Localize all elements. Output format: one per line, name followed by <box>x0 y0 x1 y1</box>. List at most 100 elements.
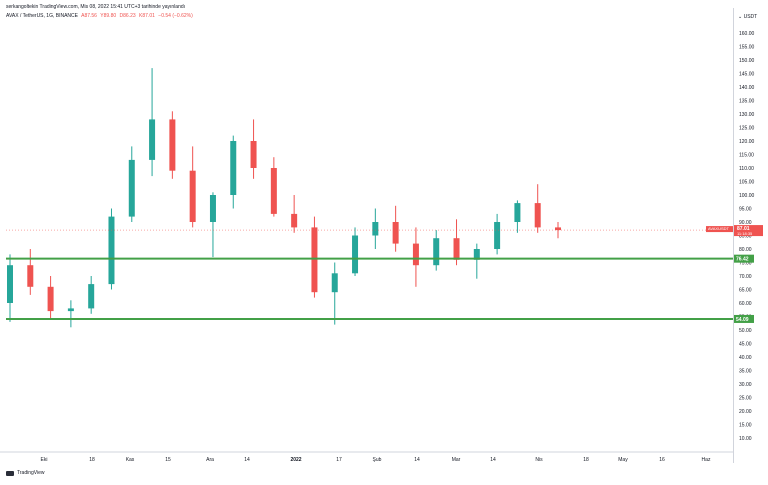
time-tick-label: 17 <box>336 457 342 463</box>
candle-body <box>392 222 399 244</box>
brand-label: TradingView <box>17 470 45 476</box>
price-tick-label: 130.00 <box>739 112 755 118</box>
time-tick-label: 2022 <box>290 457 301 463</box>
candle-body <box>433 238 440 266</box>
time-tick-label: 18 <box>583 457 589 463</box>
low-value: D86.23 <box>119 13 136 19</box>
price-tick-label: 10.00 <box>739 436 752 442</box>
price-tick-label: 30.00 <box>739 382 752 388</box>
candle-body <box>494 222 501 249</box>
price-tick-label: 70.00 <box>739 274 752 280</box>
candle-body <box>372 222 379 236</box>
price-tick-label: 100.00 <box>739 193 755 199</box>
candle-body <box>149 119 156 160</box>
price-tick-label: 145.00 <box>739 72 755 78</box>
price-tick-label: 140.00 <box>739 85 755 91</box>
bar-countdown: 11:18:35 <box>737 231 753 236</box>
time-tick-label: 14 <box>414 457 420 463</box>
candle-body <box>331 273 338 293</box>
price-scale[interactable] <box>733 8 768 463</box>
candle-body <box>108 216 115 285</box>
candle-body <box>209 195 216 222</box>
price-tick-label: 110.00 <box>739 166 754 172</box>
time-tick-label: Mar <box>452 457 461 463</box>
symbol-ohlc-line: AVAX / TetherUS, 1G, BINANCE A87.56 Y89.… <box>6 13 195 19</box>
candle-body <box>128 159 135 217</box>
price-tick-label: 150.00 <box>739 58 755 64</box>
price-tick-label: 40.00 <box>739 355 752 361</box>
candle-body <box>47 286 54 312</box>
support-level-label: 76.42 <box>736 257 749 263</box>
price-tick-label: 65.00 <box>739 288 752 294</box>
candle-body <box>189 170 196 222</box>
candle-body <box>311 227 318 293</box>
support-level-label: 54.09 <box>736 317 749 323</box>
publisher-line: serkangoltekin TradingView.com, Mis 08, … <box>6 4 186 10</box>
candle-body <box>473 249 480 260</box>
price-tick-label: 120.00 <box>739 139 755 145</box>
price-tick-label: 95.00 <box>739 207 752 213</box>
price-tick-label: 35.00 <box>739 369 752 375</box>
symbol-badge-label: AVAXUSDT <box>708 226 730 231</box>
candle-body <box>534 203 541 228</box>
time-tick-label: Eki <box>41 457 48 463</box>
candle-body <box>67 308 74 312</box>
candle-body <box>169 119 176 171</box>
candle-body <box>453 238 460 260</box>
price-tick-label: 25.00 <box>739 396 752 402</box>
time-tick-label: 16 <box>659 457 665 463</box>
candle-body <box>514 203 521 222</box>
symbol-label: AVAX / TetherUS, 1G, BINANCE <box>6 13 78 19</box>
price-tick-label: 20.00 <box>739 409 752 415</box>
symbol-badge <box>706 226 733 233</box>
time-tick-label: Nis <box>535 457 543 463</box>
time-tick-label: 15 <box>165 457 171 463</box>
time-tick-label: Haz <box>702 457 711 463</box>
price-tick-label: 50.00 <box>739 328 752 334</box>
candle-body <box>555 227 561 231</box>
price-tick-label: 135.00 <box>739 99 755 105</box>
candle-body <box>291 213 298 228</box>
candle-body <box>88 284 95 309</box>
price-tick-label: 80.00 <box>739 247 752 253</box>
time-tick-label: May <box>618 457 628 463</box>
tradingview-logo[interactable]: TradingView <box>6 470 45 476</box>
tradingview-icon <box>6 470 14 476</box>
support-level-badge <box>733 254 754 263</box>
price-tick-label: 115.00 <box>739 153 754 159</box>
time-tick-label: Ara <box>206 457 214 463</box>
price-tick-label: 15.00 <box>739 423 752 429</box>
candle-body <box>27 265 34 287</box>
candle-body <box>250 141 257 168</box>
time-tick-label: Şub <box>373 457 382 463</box>
high-value: Y89.80 <box>100 13 117 19</box>
price-tick-label: 155.00 <box>739 45 755 51</box>
candle-body <box>270 168 277 214</box>
price-tick-label: 125.00 <box>739 126 755 132</box>
price-tick-label: 60.00 <box>739 301 752 307</box>
price-tick-label: 75.00 <box>739 261 752 267</box>
price-tick-label: 90.00 <box>739 220 752 226</box>
open-value: A87.56 <box>81 13 97 19</box>
change-value: −0.54 (−0.62%) <box>158 13 193 19</box>
chevron-down-icon: ⌄ <box>738 14 743 20</box>
price-tick-label: 85.00 <box>739 234 752 240</box>
candle-body <box>230 141 237 195</box>
price-tick-label: 45.00 <box>739 342 752 348</box>
last-price-badge <box>733 225 763 237</box>
time-tick-label: 14 <box>244 457 250 463</box>
price-unit-label: ⌄ USDT <box>738 14 758 20</box>
time-tick-label: 18 <box>89 457 95 463</box>
close-value: K87.01 <box>139 13 155 19</box>
price-tick-label: 160.00 <box>739 31 755 37</box>
time-tick-label: Kas <box>126 457 135 463</box>
time-tick-label: 14 <box>490 457 496 463</box>
support-level-badge <box>733 314 754 323</box>
price-tick-label: 105.00 <box>739 180 755 186</box>
last-price-value: 87.01 <box>737 226 750 232</box>
candle-body <box>7 265 13 303</box>
candle-body <box>412 243 419 266</box>
candle-body <box>352 235 359 274</box>
